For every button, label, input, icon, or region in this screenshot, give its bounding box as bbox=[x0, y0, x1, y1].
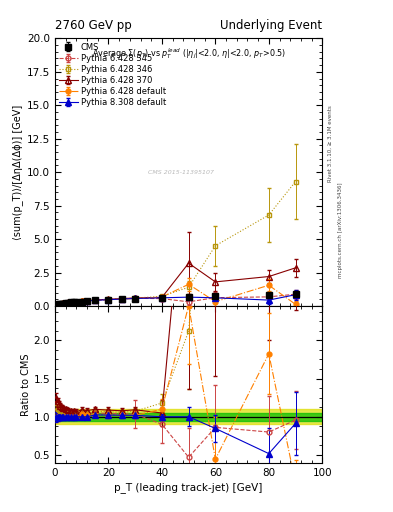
Text: Rivet 3.1.10, ≥ 3.1M events: Rivet 3.1.10, ≥ 3.1M events bbox=[328, 105, 333, 182]
Bar bbox=[55, 409, 322, 424]
Text: Average $\Sigma(p_T)$ vs $p_T^{lead}$ ($|\eta_j|$<2.0, $\eta|$<2.0, $p_T$>0.5): Average $\Sigma(p_T)$ vs $p_T^{lead}$ ($… bbox=[92, 47, 286, 61]
Y-axis label: Ratio to CMS: Ratio to CMS bbox=[21, 353, 31, 416]
Legend: CMS, Pythia 6.428 345, Pythia 6.428 346, Pythia 6.428 370, Pythia 6.428 default,: CMS, Pythia 6.428 345, Pythia 6.428 346,… bbox=[57, 41, 168, 109]
Text: 2760 GeV pp: 2760 GeV pp bbox=[55, 19, 132, 32]
Text: CMS 2015-11395107: CMS 2015-11395107 bbox=[148, 169, 214, 175]
Y-axis label: ⟨sum(p_T)⟩/[ΔηΔ(Δϕ)] [GeV]: ⟨sum(p_T)⟩/[ΔηΔ(Δϕ)] [GeV] bbox=[12, 104, 23, 240]
Bar bbox=[55, 413, 322, 420]
Text: Underlying Event: Underlying Event bbox=[220, 19, 322, 32]
Text: mcplots.cern.ch [arXiv:1306.3436]: mcplots.cern.ch [arXiv:1306.3436] bbox=[338, 183, 343, 278]
X-axis label: p_T (leading track-jet) [GeV]: p_T (leading track-jet) [GeV] bbox=[114, 482, 263, 493]
